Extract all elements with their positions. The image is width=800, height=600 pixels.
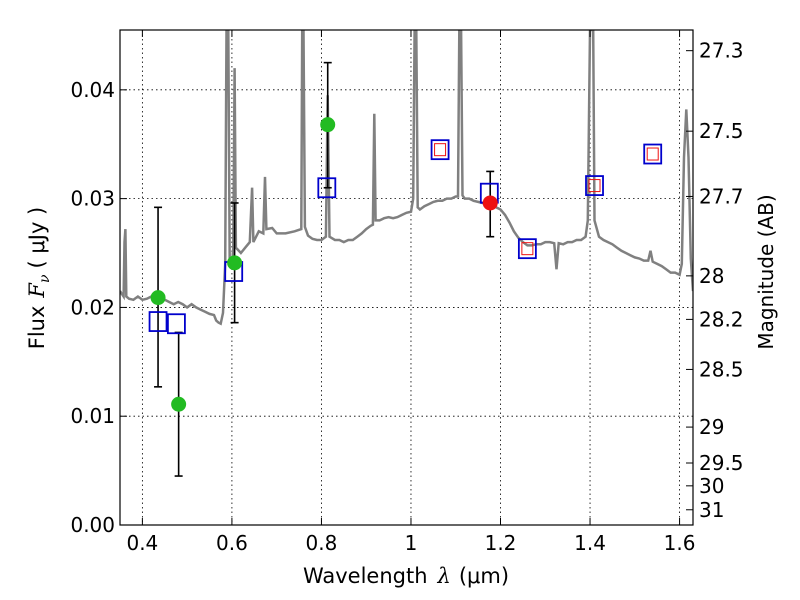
right-tick-label: 30 [699, 474, 724, 498]
model-square-marker [585, 175, 604, 196]
model-square-marker [167, 313, 186, 335]
right-tick-label: 29 [699, 415, 724, 439]
y-tick-label: 0.03 [70, 187, 115, 211]
y-axis-symbol: F [25, 282, 49, 299]
inner-square-marker [588, 179, 601, 193]
right-tick-label: 31 [699, 498, 724, 522]
right-tick-label: 28.2 [699, 307, 744, 331]
inner-square-marker [521, 242, 534, 256]
green-data-point [320, 117, 336, 133]
right-tick-label: 28.5 [699, 357, 744, 381]
x-axis-unit: (μm) [459, 564, 509, 588]
x-tick-label: 1 [405, 531, 418, 555]
y-axis-label-word: Flux [25, 306, 49, 350]
y-tick-label: 0.04 [70, 78, 115, 102]
x-axis-label: Wavelength λ (μm) [303, 564, 509, 588]
model-square-marker [148, 311, 168, 332]
model-square-marker [643, 143, 663, 165]
right-tick-label: 28 [699, 264, 724, 288]
x-tick-label: 1.4 [574, 531, 606, 555]
y-tick-label: 0.01 [70, 404, 115, 428]
plot-frame [119, 29, 694, 526]
inner-square-marker [646, 147, 659, 161]
sed-model-line [120, 30, 693, 326]
red-data-point [482, 195, 498, 211]
grid-lines [120, 30, 693, 526]
right-tick-label: 27.5 [699, 119, 744, 143]
y-tick-label: 0.00 [70, 513, 115, 537]
right-axis-label: Magnitude (AB) [754, 194, 778, 349]
x-tick-label: 0.4 [126, 531, 158, 555]
y-axis-subscript: ν [37, 274, 53, 283]
model-square-marker [517, 238, 537, 260]
axis-ticks: 0.4 0.6 0.8 1 1.2 1.4 1.6 0.00 0.01 0.02 0.03 0.04 2… [70, 30, 744, 555]
model-square-marker [430, 139, 450, 161]
green-data-point [227, 255, 243, 271]
y-axis-unit: ( μJy ) [25, 207, 49, 269]
y-tick-label: 0.02 [70, 295, 115, 319]
markers [148, 117, 663, 412]
x-axis-symbol: λ [437, 564, 451, 588]
green-data-point [171, 396, 187, 412]
x-tick-label: 1.6 [664, 531, 696, 555]
x-tick-label: 1.2 [485, 531, 517, 555]
x-tick-label: 0.6 [216, 531, 248, 555]
right-tick-label: 27.3 [699, 39, 744, 63]
right-tick-label: 29.5 [699, 451, 744, 475]
y-axis-label: Flux Fν ( μJy ) [25, 207, 53, 349]
inner-square-marker [434, 143, 447, 157]
x-axis-label-word: Wavelength [303, 564, 428, 588]
right-tick-label: 27.7 [699, 184, 744, 208]
x-tick-label: 0.8 [306, 531, 338, 555]
green-data-point [150, 290, 166, 306]
model-square-marker [317, 177, 337, 199]
